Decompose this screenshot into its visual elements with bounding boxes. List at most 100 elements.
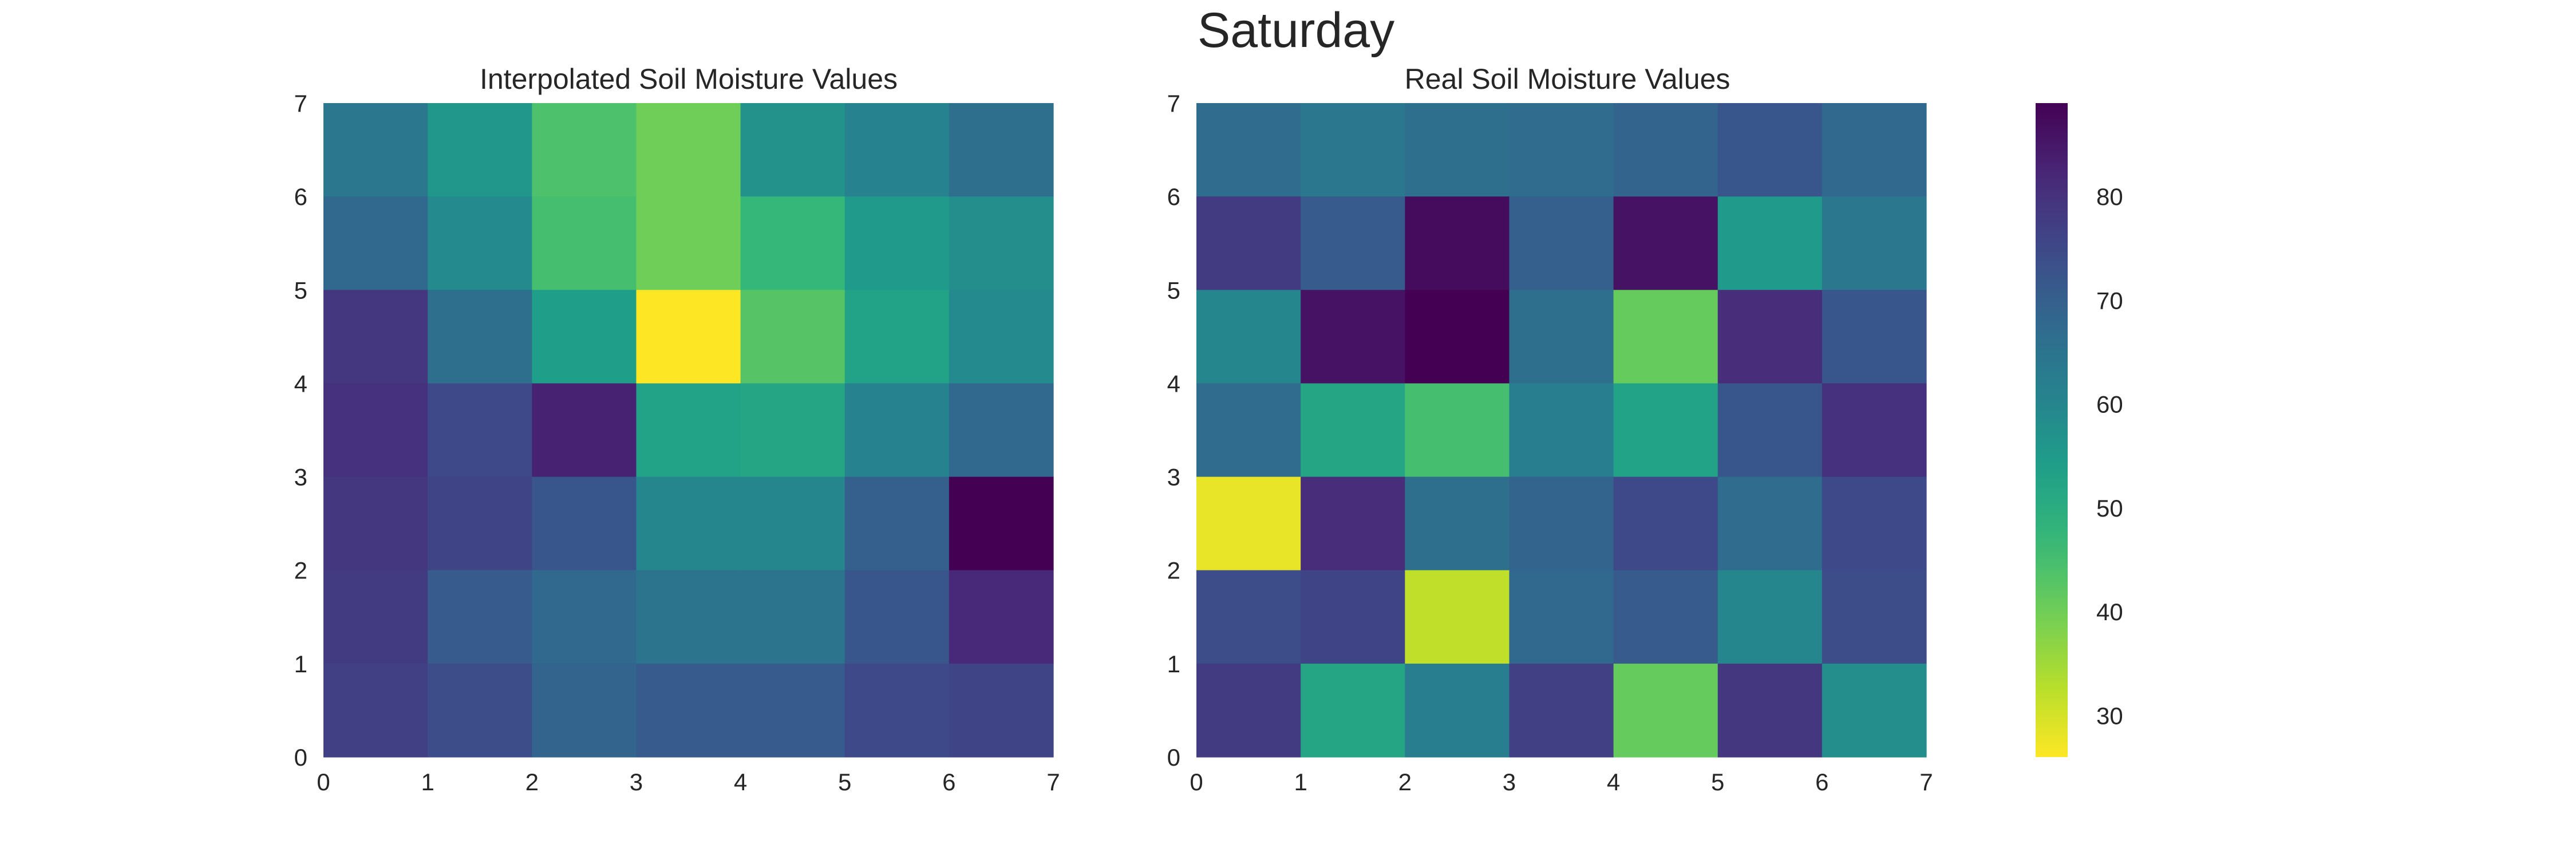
interpolated-cell-r2-c2 bbox=[532, 290, 637, 384]
interpolated-x-axis-ticks: 0 1 2 3 4 5 6 7 bbox=[317, 769, 1060, 795]
real-heatmap-panel: Real Soil Moisture Values 0 1 2 3 4 5 6 7 0 1 2 3 4… bbox=[1167, 63, 1933, 795]
real-cell-r6-c2 bbox=[1405, 663, 1510, 758]
real-y-axis-ticks: 0 1 2 3 4 5 6 7 bbox=[1167, 90, 1180, 771]
real-cell-r5-c3 bbox=[1509, 570, 1614, 664]
interpolated-cell-r4-c2 bbox=[532, 476, 637, 571]
real-cell-r5-c5 bbox=[1717, 570, 1823, 664]
interpolated-cell-r3-c6 bbox=[949, 383, 1054, 478]
interpolated-y-tick-label: 5 bbox=[294, 277, 307, 304]
interpolated-cell-r5-c2 bbox=[532, 570, 637, 664]
real-y-tick-label: 1 bbox=[1167, 651, 1180, 677]
real-cell-r0-c4 bbox=[1613, 103, 1718, 197]
interpolated-cell-r3-c0 bbox=[323, 383, 428, 478]
interpolated-cell-r6-c1 bbox=[428, 663, 532, 758]
interpolated-cell-r3-c1 bbox=[428, 383, 532, 478]
colorbar-tick-label: 80 bbox=[2096, 183, 2123, 210]
real-heatmap-cells bbox=[1196, 103, 1927, 758]
real-cell-r5-c6 bbox=[1822, 570, 1927, 664]
real-cell-r1-c2 bbox=[1405, 196, 1510, 290]
real-cell-r3-c0 bbox=[1196, 383, 1301, 478]
interpolated-cell-r5-c6 bbox=[949, 570, 1054, 664]
real-cell-r1-c4 bbox=[1613, 196, 1718, 290]
real-cell-r2-c0 bbox=[1196, 290, 1301, 384]
interpolated-cell-r4-c4 bbox=[740, 476, 846, 571]
real-cell-r4-c2 bbox=[1405, 476, 1510, 571]
real-cell-r0-c1 bbox=[1301, 103, 1405, 197]
interpolated-cell-r1-c2 bbox=[532, 196, 637, 290]
interpolated-cell-r1-c0 bbox=[323, 196, 428, 290]
real-y-tick-label: 2 bbox=[1167, 557, 1180, 584]
real-cell-r2-c3 bbox=[1509, 290, 1614, 384]
interpolated-x-tick-label: 6 bbox=[942, 769, 955, 795]
interpolated-cell-r6-c5 bbox=[844, 663, 950, 758]
real-x-tick-label: 5 bbox=[1711, 769, 1724, 795]
interpolated-x-tick-label: 7 bbox=[1046, 769, 1060, 795]
colorbar-ticks: 30 40 50 60 70 80 bbox=[2096, 183, 2123, 729]
interpolated-cell-r2-c4 bbox=[740, 290, 846, 384]
interpolated-cell-r2-c3 bbox=[636, 290, 741, 384]
real-cell-r6-c1 bbox=[1301, 663, 1405, 758]
interpolated-y-tick-label: 0 bbox=[294, 744, 307, 771]
interpolated-cell-r2-c0 bbox=[323, 290, 428, 384]
real-y-tick-label: 5 bbox=[1167, 277, 1180, 304]
colorbar-tick-label: 60 bbox=[2096, 391, 2123, 418]
interpolated-cell-r4-c0 bbox=[323, 476, 428, 571]
real-cell-r6-c0 bbox=[1196, 663, 1301, 758]
interpolated-cell-r6-c6 bbox=[949, 663, 1054, 758]
real-cell-r4-c0 bbox=[1196, 476, 1301, 571]
real-y-tick-label: 4 bbox=[1167, 370, 1180, 397]
interpolated-y-tick-label: 3 bbox=[294, 464, 307, 491]
interpolated-cell-r0-c4 bbox=[740, 103, 846, 197]
real-cell-r3-c2 bbox=[1405, 383, 1510, 478]
interpolated-y-tick-label: 2 bbox=[294, 557, 307, 584]
interpolated-y-tick-label: 7 bbox=[294, 90, 307, 117]
interpolated-cell-r3-c2 bbox=[532, 383, 637, 478]
colorbar-gradient bbox=[2036, 103, 2068, 757]
real-x-tick-label: 7 bbox=[1919, 769, 1933, 795]
real-cell-r1-c0 bbox=[1196, 196, 1301, 290]
interpolated-cell-r2-c5 bbox=[844, 290, 950, 384]
interpolated-y-tick-label: 1 bbox=[294, 651, 307, 677]
interpolated-cell-r6-c2 bbox=[532, 663, 637, 758]
real-cell-r4-c4 bbox=[1613, 476, 1718, 571]
real-cell-r5-c2 bbox=[1405, 570, 1510, 664]
interpolated-cell-r5-c3 bbox=[636, 570, 741, 664]
interpolated-cell-r1-c5 bbox=[844, 196, 950, 290]
real-cell-r0-c3 bbox=[1509, 103, 1614, 197]
real-cell-r4-c6 bbox=[1822, 476, 1927, 571]
real-cell-r3-c1 bbox=[1301, 383, 1405, 478]
real-cell-r2-c6 bbox=[1822, 290, 1927, 384]
real-cell-r6-c6 bbox=[1822, 663, 1927, 758]
interpolated-cell-r1-c1 bbox=[428, 196, 532, 290]
interpolated-cell-r0-c1 bbox=[428, 103, 532, 197]
real-x-tick-label: 2 bbox=[1398, 769, 1412, 795]
colorbar-tick-label: 30 bbox=[2096, 702, 2123, 729]
interpolated-cell-r0-c5 bbox=[844, 103, 950, 197]
interpolated-y-tick-label: 4 bbox=[294, 370, 307, 397]
interpolated-heatmap-title: Interpolated Soil Moisture Values bbox=[480, 63, 898, 95]
interpolated-x-tick-label: 4 bbox=[734, 769, 747, 795]
real-cell-r4-c5 bbox=[1717, 476, 1823, 571]
interpolated-cell-r3-c4 bbox=[740, 383, 846, 478]
real-cell-r2-c1 bbox=[1301, 290, 1405, 384]
real-y-tick-label: 3 bbox=[1167, 464, 1180, 491]
interpolated-y-tick-label: 6 bbox=[294, 183, 307, 210]
real-cell-r3-c6 bbox=[1822, 383, 1927, 478]
interpolated-x-tick-label: 1 bbox=[421, 769, 434, 795]
interpolated-cell-r3-c3 bbox=[636, 383, 741, 478]
interpolated-cell-r5-c1 bbox=[428, 570, 532, 664]
interpolated-cell-r2-c1 bbox=[428, 290, 532, 384]
real-x-tick-label: 0 bbox=[1190, 769, 1203, 795]
interpolated-heatmap-cells bbox=[323, 103, 1054, 758]
interpolated-x-tick-label: 0 bbox=[317, 769, 330, 795]
real-cell-r2-c5 bbox=[1717, 290, 1823, 384]
interpolated-cell-r5-c4 bbox=[740, 570, 846, 664]
interpolated-cell-r6-c4 bbox=[740, 663, 846, 758]
real-cell-r0-c2 bbox=[1405, 103, 1510, 197]
real-cell-r6-c5 bbox=[1717, 663, 1823, 758]
real-x-tick-label: 6 bbox=[1815, 769, 1828, 795]
colorbar: 30 40 50 60 70 80 bbox=[2036, 103, 2123, 757]
interpolated-cell-r2-c6 bbox=[949, 290, 1054, 384]
real-cell-r6-c3 bbox=[1509, 663, 1614, 758]
